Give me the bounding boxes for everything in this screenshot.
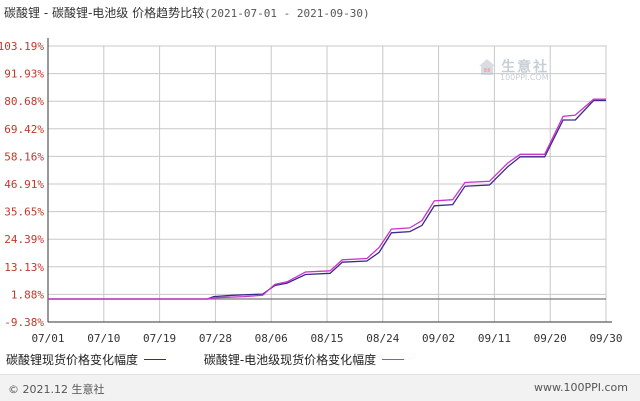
- chart-title-text: 碳酸锂 - 碳酸锂-电池级 价格趋势比较: [4, 6, 205, 20]
- x-tick-label: 08/15: [310, 332, 343, 345]
- legend-swatch-series-2: [382, 359, 405, 360]
- chart-legend: 碳酸锂现货价格变化幅度 碳酸锂-电池级现货价格变化幅度: [6, 351, 438, 368]
- footer-copyright: © 2021.12 生意社: [8, 383, 105, 396]
- legend-label-series-2: 碳酸锂-电池级现货价格变化幅度: [203, 353, 377, 367]
- y-tick-label: 35.65%: [4, 206, 44, 219]
- series-line-2: [48, 98, 606, 300]
- y-tick-label: 91.93%: [4, 68, 44, 81]
- x-tick-label: 08/06: [255, 332, 288, 345]
- chart-title: 碳酸锂 - 碳酸锂-电池级 价格趋势比较(2021-07-01 - 2021-0…: [4, 4, 370, 21]
- x-tick-label: 07/28: [199, 332, 232, 345]
- y-tick-label: 13.13%: [4, 261, 44, 274]
- x-tick-label: 07/10: [87, 332, 120, 345]
- y-tick-label: 80.68%: [4, 95, 44, 108]
- y-tick-label: 46.91%: [4, 178, 44, 191]
- legend-swatch-series-1: [144, 359, 167, 360]
- watermark-name: 生意社: [501, 59, 550, 76]
- legend-label-series-1: 碳酸锂现货价格变化幅度: [6, 353, 139, 367]
- legend-item-series-2: 碳酸锂-电池级现货价格变化幅度: [203, 351, 405, 368]
- y-tick-label: 1.88%: [11, 288, 44, 301]
- footer-bar: © 2021.12 生意社 www.100PPI.com: [0, 374, 640, 401]
- y-tick-label: -9.38%: [4, 316, 44, 329]
- x-tick-label: 09/20: [534, 332, 567, 345]
- x-tick-label: 09/02: [422, 332, 455, 345]
- y-tick-label: 103.19%: [0, 40, 44, 53]
- x-tick-label: 07/01: [31, 332, 64, 345]
- x-tick-label: 08/24: [366, 332, 399, 345]
- legend-item-series-1: 碳酸锂现货价格变化幅度: [6, 351, 167, 368]
- x-tick-label: 07/19: [143, 332, 176, 345]
- watermark-url: 100PPI.COM: [500, 72, 549, 82]
- x-tick-label: 09/30: [589, 332, 622, 345]
- watermark-logo: 生意社 100PPI.COM: [478, 56, 549, 82]
- x-tick-label: 09/11: [478, 332, 511, 345]
- chart-date-range: (2021-07-01 - 2021-09-30): [204, 7, 370, 20]
- y-tick-label: 58.16%: [4, 150, 44, 163]
- y-tick-label: 24.39%: [4, 233, 44, 246]
- house-logo-icon: [479, 58, 495, 75]
- y-tick-label: 69.42%: [4, 123, 44, 136]
- footer-site-link[interactable]: www.100PPI.com: [534, 381, 628, 394]
- price-trend-chart: 103.19% 91.93% 80.68% 69.42% 58.16% 46.91% 35.…: [0, 38, 623, 345]
